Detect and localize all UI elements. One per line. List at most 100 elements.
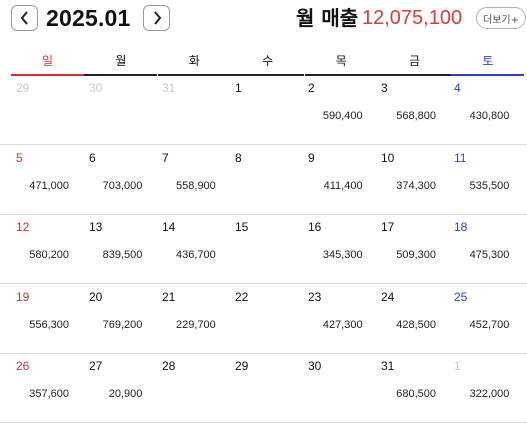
day-number: 4 bbox=[453, 81, 461, 95]
calendar-day-cell[interactable]: 16 345,300 bbox=[294, 215, 367, 284]
weekday-label: 금 bbox=[378, 52, 451, 76]
day-number: 2 bbox=[307, 81, 315, 95]
weekday-label: 일 bbox=[11, 52, 84, 76]
calendar-day-cell[interactable]: 12 580,200 bbox=[0, 215, 73, 284]
day-number: 20 bbox=[88, 289, 103, 304]
day-number: 8 bbox=[234, 150, 242, 165]
calendar-week-row: 19 556,300 20 769,200 21 229,700 22 23 427,300 24… bbox=[0, 285, 527, 354]
daily-revenue-amount: 839,500 bbox=[102, 249, 143, 261]
daily-revenue-amount: 680,500 bbox=[396, 388, 436, 400]
daily-revenue-amount: 452,700 bbox=[469, 318, 510, 331]
daily-revenue-amount: 558,900 bbox=[176, 179, 216, 192]
daily-revenue-amount: 20,900 bbox=[108, 388, 143, 400]
calendar-week-row: 29 30 31 1 2 590,400 3 568,800 4 430,800 bbox=[0, 76, 527, 145]
calendar-day-cell[interactable]: 20 769,200 bbox=[73, 285, 146, 354]
daily-revenue-amount: 430,800 bbox=[469, 110, 510, 122]
calendar-day-cell[interactable]: 13 839,500 bbox=[73, 215, 146, 284]
calendar-week-row: 5 471,000 6 703,000 7 558,900 8 9 411,400 10 374,3… bbox=[0, 146, 527, 215]
day-number: 14 bbox=[161, 220, 176, 234]
calendar-day-cell[interactable]: 5 471,000 bbox=[0, 146, 73, 215]
calendar-day-cell[interactable]: 8 bbox=[220, 146, 293, 215]
calendar-day-cell[interactable]: 3 568,800 bbox=[367, 76, 440, 145]
daily-revenue-amount: 374,300 bbox=[396, 179, 436, 192]
daily-revenue-amount: 556,300 bbox=[29, 318, 69, 331]
calendar-day-cell[interactable]: 4 430,800 bbox=[440, 76, 513, 145]
day-number: 29 bbox=[234, 359, 249, 373]
day-number: 23 bbox=[307, 289, 322, 304]
daily-revenue-amount: 580,200 bbox=[29, 249, 69, 261]
calendar-day-cell[interactable]: 1 322,000 bbox=[440, 354, 513, 423]
day-number: 6 bbox=[88, 150, 96, 165]
daily-revenue-amount: 357,600 bbox=[29, 388, 69, 400]
next-month-button[interactable] bbox=[143, 5, 170, 31]
day-number: 28 bbox=[161, 359, 176, 373]
calendar-day-cell[interactable]: 30 bbox=[294, 354, 367, 423]
calendar-day-cell[interactable]: 31 680,500 bbox=[367, 354, 440, 423]
calendar-day-cell[interactable]: 2 590,400 bbox=[294, 76, 367, 145]
day-number: 31 bbox=[161, 81, 176, 95]
calendar-header: 2025.01 월 매출 12,075,100 더보기+ bbox=[0, 0, 527, 38]
calendar-day-cell[interactable]: 24 428,500 bbox=[367, 285, 440, 354]
calendar-day-cell[interactable]: 26 357,600 bbox=[0, 354, 73, 423]
calendar-day-cell[interactable]: 29 bbox=[0, 76, 73, 145]
calendar-day-cell[interactable]: 29 bbox=[220, 354, 293, 423]
calendar-day-cell[interactable]: 10 374,300 bbox=[367, 146, 440, 215]
calendar-day-cell[interactable]: 14 436,700 bbox=[147, 215, 220, 284]
calendar-day-cell[interactable]: 28 bbox=[147, 354, 220, 423]
day-number: 9 bbox=[307, 150, 315, 165]
daily-revenue-amount: 475,300 bbox=[469, 249, 510, 261]
calendar-day-cell[interactable]: 9 411,400 bbox=[294, 146, 367, 215]
calendar-day-cell[interactable]: 25 452,700 bbox=[440, 285, 513, 354]
day-number: 13 bbox=[88, 220, 103, 234]
calendar-day-cell[interactable]: 1 bbox=[220, 76, 293, 145]
daily-revenue-amount: 428,500 bbox=[396, 318, 436, 331]
calendar-day-cell[interactable]: 31 bbox=[147, 76, 220, 145]
day-number: 11 bbox=[453, 150, 467, 165]
weekday-label: 화 bbox=[157, 52, 231, 76]
calendar-day-cell[interactable]: 17 509,300 bbox=[367, 215, 440, 284]
calendar-day-cell[interactable]: 15 bbox=[220, 215, 293, 284]
chevron-left-icon bbox=[20, 11, 28, 25]
weekday-label: 수 bbox=[231, 52, 305, 76]
day-number: 27 bbox=[88, 359, 103, 373]
daily-revenue-amount: 535,500 bbox=[469, 179, 510, 192]
day-number: 30 bbox=[88, 81, 103, 95]
day-number: 18 bbox=[453, 220, 468, 234]
calendar-day-cell[interactable]: 18 475,300 bbox=[440, 215, 513, 284]
day-number: 29 bbox=[16, 81, 30, 95]
day-number: 7 bbox=[161, 150, 169, 165]
chevron-right-icon bbox=[153, 11, 161, 25]
day-number: 1 bbox=[453, 359, 461, 373]
daily-revenue-amount: 703,000 bbox=[102, 179, 143, 192]
day-number: 10 bbox=[381, 150, 395, 165]
calendar-grid: 29 30 31 1 2 590,400 3 568,800 4 430,800 5 471,000 6… bbox=[0, 76, 527, 424]
calendar-week-row: 26 357,600 27 20,900 28 29 30 31 680,500 1 322,000 bbox=[0, 354, 527, 423]
calendar-day-cell[interactable]: 23 427,300 bbox=[294, 285, 367, 354]
prev-month-button[interactable] bbox=[11, 5, 38, 31]
calendar-day-cell[interactable]: 27 20,900 bbox=[73, 354, 146, 423]
calendar-day-cell[interactable]: 22 bbox=[220, 285, 293, 354]
monthly-revenue-label: 월 매출 bbox=[296, 6, 359, 30]
calendar-week-row: 12 580,200 13 839,500 14 436,700 15 16 345,300 17… bbox=[0, 215, 527, 284]
calendar-day-cell[interactable]: 7 558,900 bbox=[147, 146, 220, 215]
daily-revenue-amount: 427,300 bbox=[322, 318, 363, 331]
weekday-label: 토 bbox=[451, 52, 525, 76]
calendar-day-cell[interactable]: 11 535,500 bbox=[440, 146, 513, 215]
day-number: 16 bbox=[307, 220, 322, 234]
calendar-day-cell[interactable]: 19 556,300 bbox=[0, 285, 73, 354]
calendar-day-cell[interactable]: 6 703,000 bbox=[73, 146, 146, 215]
daily-revenue-amount: 322,000 bbox=[469, 388, 510, 400]
daily-revenue-amount: 436,700 bbox=[176, 249, 216, 261]
daily-revenue-amount: 345,300 bbox=[322, 249, 363, 261]
day-number: 12 bbox=[16, 220, 30, 234]
day-number: 30 bbox=[307, 359, 322, 373]
daily-revenue-amount: 229,700 bbox=[176, 318, 216, 331]
calendar-day-cell[interactable]: 21 229,700 bbox=[147, 285, 220, 354]
day-number: 3 bbox=[381, 81, 388, 95]
calendar-day-cell[interactable]: 30 bbox=[73, 76, 146, 145]
weekday-label: 월 bbox=[84, 52, 158, 76]
day-number: 26 bbox=[16, 359, 30, 373]
more-button[interactable]: 더보기+ bbox=[476, 7, 526, 29]
daily-revenue-amount: 411,400 bbox=[323, 179, 363, 192]
